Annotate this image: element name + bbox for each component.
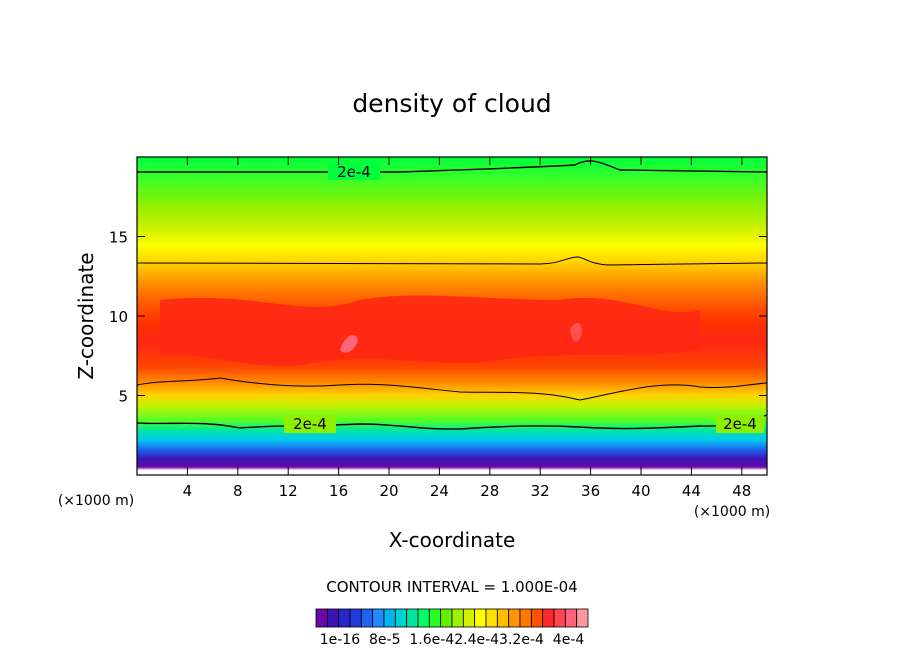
colorbar-swatch	[451, 608, 464, 628]
colorbar-swatch	[349, 608, 362, 628]
x-tick-label: 32	[531, 482, 550, 500]
colorbar-swatch	[496, 608, 510, 628]
contour-label-bg-top	[328, 162, 380, 180]
x-tick-label: 36	[581, 482, 600, 500]
x-tick-label: 48	[732, 482, 751, 500]
colorbar-swatch	[417, 608, 430, 628]
x-unit-label-left: (×1000 m)	[58, 493, 134, 509]
colorbar-swatch	[315, 608, 328, 628]
x-axis-ticks: 4 8 12 16 20 24 28 32 36 40 44 48	[183, 157, 751, 500]
plot-area: 2e-4 2e-4 2e-4	[136, 156, 768, 476]
y-tick-label: 10	[109, 308, 128, 326]
contour-interval-text: CONTOUR INTERVAL = 1.000E-04	[326, 578, 577, 596]
highlight-blob-2	[570, 322, 582, 342]
y-axis-ticks: 5 10 15	[109, 229, 767, 406]
colorbar-swatch	[564, 608, 578, 628]
contour-line-bottom	[136, 414, 768, 430]
highlight-blob-1	[340, 334, 358, 353]
contour-line-top	[137, 160, 768, 173]
colorbar-swatch	[372, 608, 385, 628]
chart-title: density of cloud	[352, 89, 551, 118]
colorbar-swatch	[440, 608, 453, 628]
colorbar-swatch	[462, 608, 476, 628]
y-tick-label: 5	[118, 388, 128, 406]
colorbar-swatch	[338, 608, 351, 628]
colorbar-swatch	[485, 608, 498, 628]
x-tick-label: 44	[682, 482, 701, 500]
colorbar-swatch	[508, 608, 521, 628]
contour-line-lower	[136, 377, 768, 401]
contour-label-bg-right	[716, 415, 764, 433]
colorbar-swatch	[406, 608, 419, 628]
colorbar-swatch	[326, 608, 340, 628]
colorbar-swatch	[553, 608, 566, 628]
colorbar-tick-labels: 1e-16 8e-5 1.6e-42.4e-43.2e-4 4e-4	[320, 632, 585, 648]
colorbar-swatch	[428, 608, 442, 628]
colorbar-swatch	[542, 608, 555, 628]
contour-line-upper	[136, 256, 768, 266]
colorbar-swatch	[394, 608, 408, 628]
x-tick-label: 40	[631, 482, 650, 500]
colorbar	[315, 608, 589, 628]
contour-label-right: 2e-4	[723, 415, 757, 433]
x-axis-label: X-coordinate	[389, 528, 516, 552]
y-tick-label: 15	[109, 229, 128, 247]
x-tick-label: 28	[480, 482, 499, 500]
x-tick-label: 8	[233, 482, 243, 500]
colorbar-swatch	[576, 608, 589, 628]
colorbar-swatch	[383, 608, 396, 628]
x-tick-label: 16	[329, 482, 348, 500]
red-core-blob	[160, 295, 700, 366]
contour-label-mid: 2e-4	[293, 415, 327, 433]
y-axis-label: Z-coordinate	[74, 252, 98, 379]
colorbar-swatch	[474, 608, 487, 628]
x-tick-label: 24	[430, 482, 449, 500]
x-tick-label: 12	[279, 482, 298, 500]
contour-label-bg-mid	[284, 415, 336, 433]
x-tick-label: 4	[183, 482, 193, 500]
colorbar-swatch	[519, 608, 532, 628]
colorbar-swatch	[530, 608, 544, 628]
x-tick-label: 20	[379, 482, 398, 500]
contour-label-top: 2e-4	[337, 163, 371, 181]
x-unit-label-right: (×1000 m)	[694, 504, 770, 520]
colorbar-swatch	[360, 608, 374, 628]
